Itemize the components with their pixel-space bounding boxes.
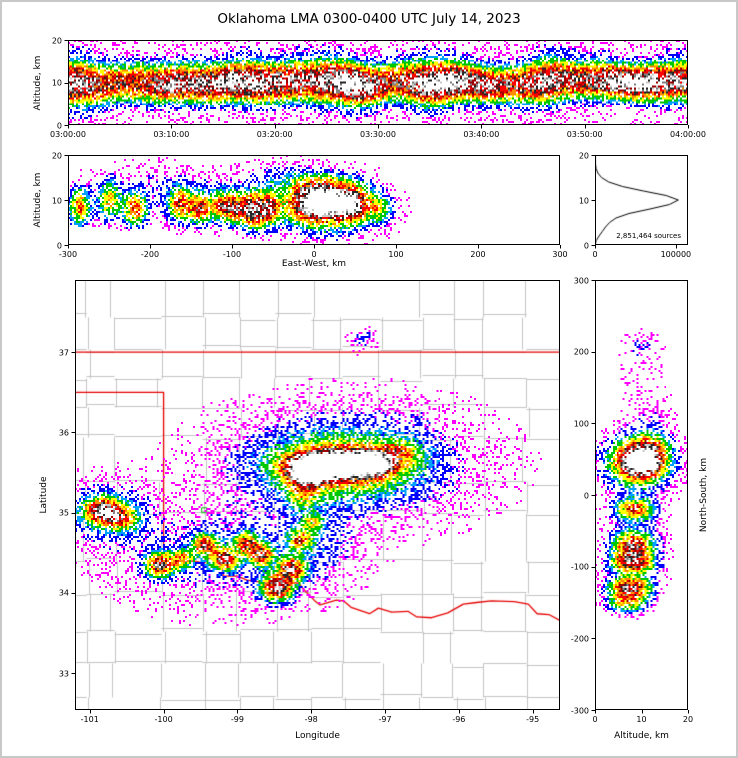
plan-view-panel: [75, 280, 560, 710]
source-histogram-panel: [595, 155, 688, 245]
ns-height-density-canvas: [595, 280, 688, 710]
tick-label: 03:50:00: [566, 130, 603, 139]
tick-label: 10: [51, 196, 62, 205]
tick-label: 0: [56, 121, 62, 130]
tick-label: -95: [526, 715, 540, 724]
source-histogram-canvas: [595, 155, 688, 245]
tick-label: 0: [592, 250, 598, 259]
tick-label: -100: [570, 562, 589, 572]
tick-label: 03:10:00: [153, 130, 190, 139]
tick-label: -98: [304, 715, 318, 724]
tick-label: 100: [388, 250, 404, 259]
tick-label: -97: [378, 715, 392, 724]
tick-label: -99: [230, 715, 244, 724]
ns-height-xlabel: Altitude, km: [614, 731, 669, 741]
tick-label: -100: [222, 250, 242, 259]
tick-label: -300: [570, 706, 589, 715]
tick-label: 10: [636, 715, 647, 724]
tick-label: -100: [154, 715, 173, 724]
tick-label: 20: [578, 151, 589, 160]
tick-label: 100: [573, 419, 589, 429]
tick-label: 36: [58, 428, 69, 438]
tick-label: 0: [311, 250, 317, 259]
tick-label: 0: [583, 241, 589, 250]
tick-label: 10: [578, 196, 589, 205]
tick-label: 03:20:00: [256, 130, 293, 139]
tick-label: 34: [58, 588, 69, 598]
tick-label: 33: [58, 669, 69, 679]
tick-label: -101: [80, 715, 99, 724]
tick-label: 04:00:00: [670, 130, 706, 139]
time-height-density-canvas: [68, 40, 688, 125]
tick-label: 20: [682, 715, 694, 724]
tick-label: -300: [58, 250, 78, 259]
tick-label: 03:30:00: [360, 130, 396, 139]
plan-xlabel: Longitude: [295, 731, 340, 741]
tick-label: 0: [592, 715, 598, 724]
time-height-ylabel: Altitude, km: [33, 55, 43, 110]
time-height-panel: [68, 40, 688, 125]
tick-label: 03:40:00: [463, 130, 500, 139]
ns-height-panel: [595, 280, 688, 710]
tick-label: 0: [583, 491, 589, 500]
tick-label: 37: [58, 348, 69, 358]
ns-height-ylabel: North-South, km: [699, 457, 709, 533]
tick-label: 0: [56, 241, 62, 250]
tick-label: 300: [552, 250, 568, 259]
tick-label: 20: [51, 36, 62, 45]
tick-label: 03:00:00: [50, 130, 86, 139]
tick-label: 200: [573, 347, 589, 357]
tick-label: -200: [570, 634, 589, 644]
plan-density-canvas: [75, 280, 560, 710]
ew-height-panel: [68, 155, 560, 245]
tick-label: 20: [51, 151, 62, 160]
figure-title: Oklahoma LMA 0300-0400 UTC July 14, 2023: [217, 11, 521, 27]
tick-label: -200: [140, 250, 160, 259]
ew-height-ylabel: Altitude, km: [33, 172, 43, 228]
tick-label: 100000: [660, 250, 692, 259]
tick-label: 10: [51, 78, 62, 88]
ew-height-density-canvas: [68, 155, 560, 245]
tick-label: 200: [470, 250, 486, 259]
ew-height-xlabel: East-West, km: [281, 259, 347, 269]
tick-label: -96: [452, 715, 466, 724]
tick-label: 300: [573, 276, 589, 285]
tick-label: 35: [58, 508, 69, 518]
plan-ylabel: Latitude: [39, 476, 49, 514]
